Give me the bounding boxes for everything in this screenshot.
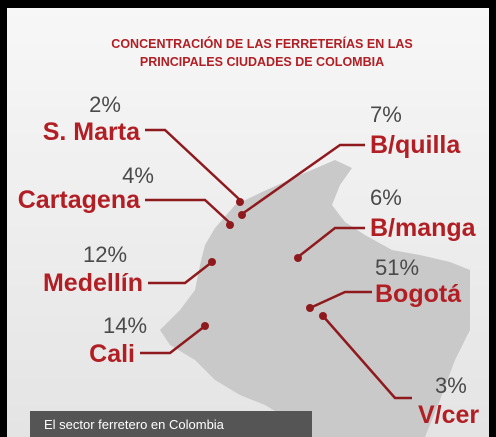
- city-name: Bogotá: [375, 280, 461, 308]
- city-share: 4%: [122, 163, 154, 188]
- city-share: 2%: [89, 92, 121, 117]
- city-dots: [201, 198, 327, 330]
- leader-lines: [140, 128, 412, 400]
- city-labels: 2%S. Marta 4%Cartagena 12%Medellín 14%Cali 7…: [18, 92, 480, 429]
- leader-line: [322, 315, 412, 400]
- title-line: PRINCIPALES CIUDADES DE COLOMBIA: [140, 55, 384, 69]
- city-dot: [208, 258, 216, 266]
- leader-line: [148, 261, 213, 285]
- map-silhouette: [160, 160, 470, 437]
- city-name: B/quilla: [370, 131, 461, 159]
- city-dot: [226, 221, 234, 229]
- caption-box: [30, 411, 312, 437]
- city-name: Cartagena: [18, 186, 141, 214]
- city-dot: [319, 312, 327, 320]
- city-name: Medellín: [43, 269, 143, 297]
- city-share: 12%: [83, 242, 127, 267]
- city-share: 14%: [103, 313, 147, 338]
- city-dot: [238, 211, 246, 219]
- city-dot: [236, 198, 244, 206]
- city-dot: [306, 304, 314, 312]
- leader-line: [241, 143, 365, 216]
- caption: El sector ferretero en Colombia: [44, 417, 225, 432]
- city-name: Cali: [89, 340, 135, 368]
- city-dot: [294, 254, 302, 262]
- title-line: CONCENTRACIÓN DE LAS FERRETERÍAS EN LAS: [111, 36, 412, 51]
- leader-line: [145, 198, 231, 224]
- leader-line: [145, 128, 241, 201]
- city-share: 3%: [435, 373, 467, 398]
- city-name: B/manga: [370, 214, 477, 242]
- city-share: 6%: [370, 185, 402, 210]
- city-share: 7%: [370, 102, 402, 127]
- leader-line: [140, 325, 206, 355]
- title: CONCENTRACIÓN DE LAS FERRETERÍAS EN LAS …: [111, 36, 412, 69]
- city-name: S. Marta: [43, 118, 141, 146]
- city-share: 51%: [375, 255, 419, 280]
- leader-line: [297, 226, 365, 258]
- city-name: V/cer: [418, 401, 479, 429]
- city-dot: [201, 322, 209, 330]
- leader-line: [309, 290, 372, 310]
